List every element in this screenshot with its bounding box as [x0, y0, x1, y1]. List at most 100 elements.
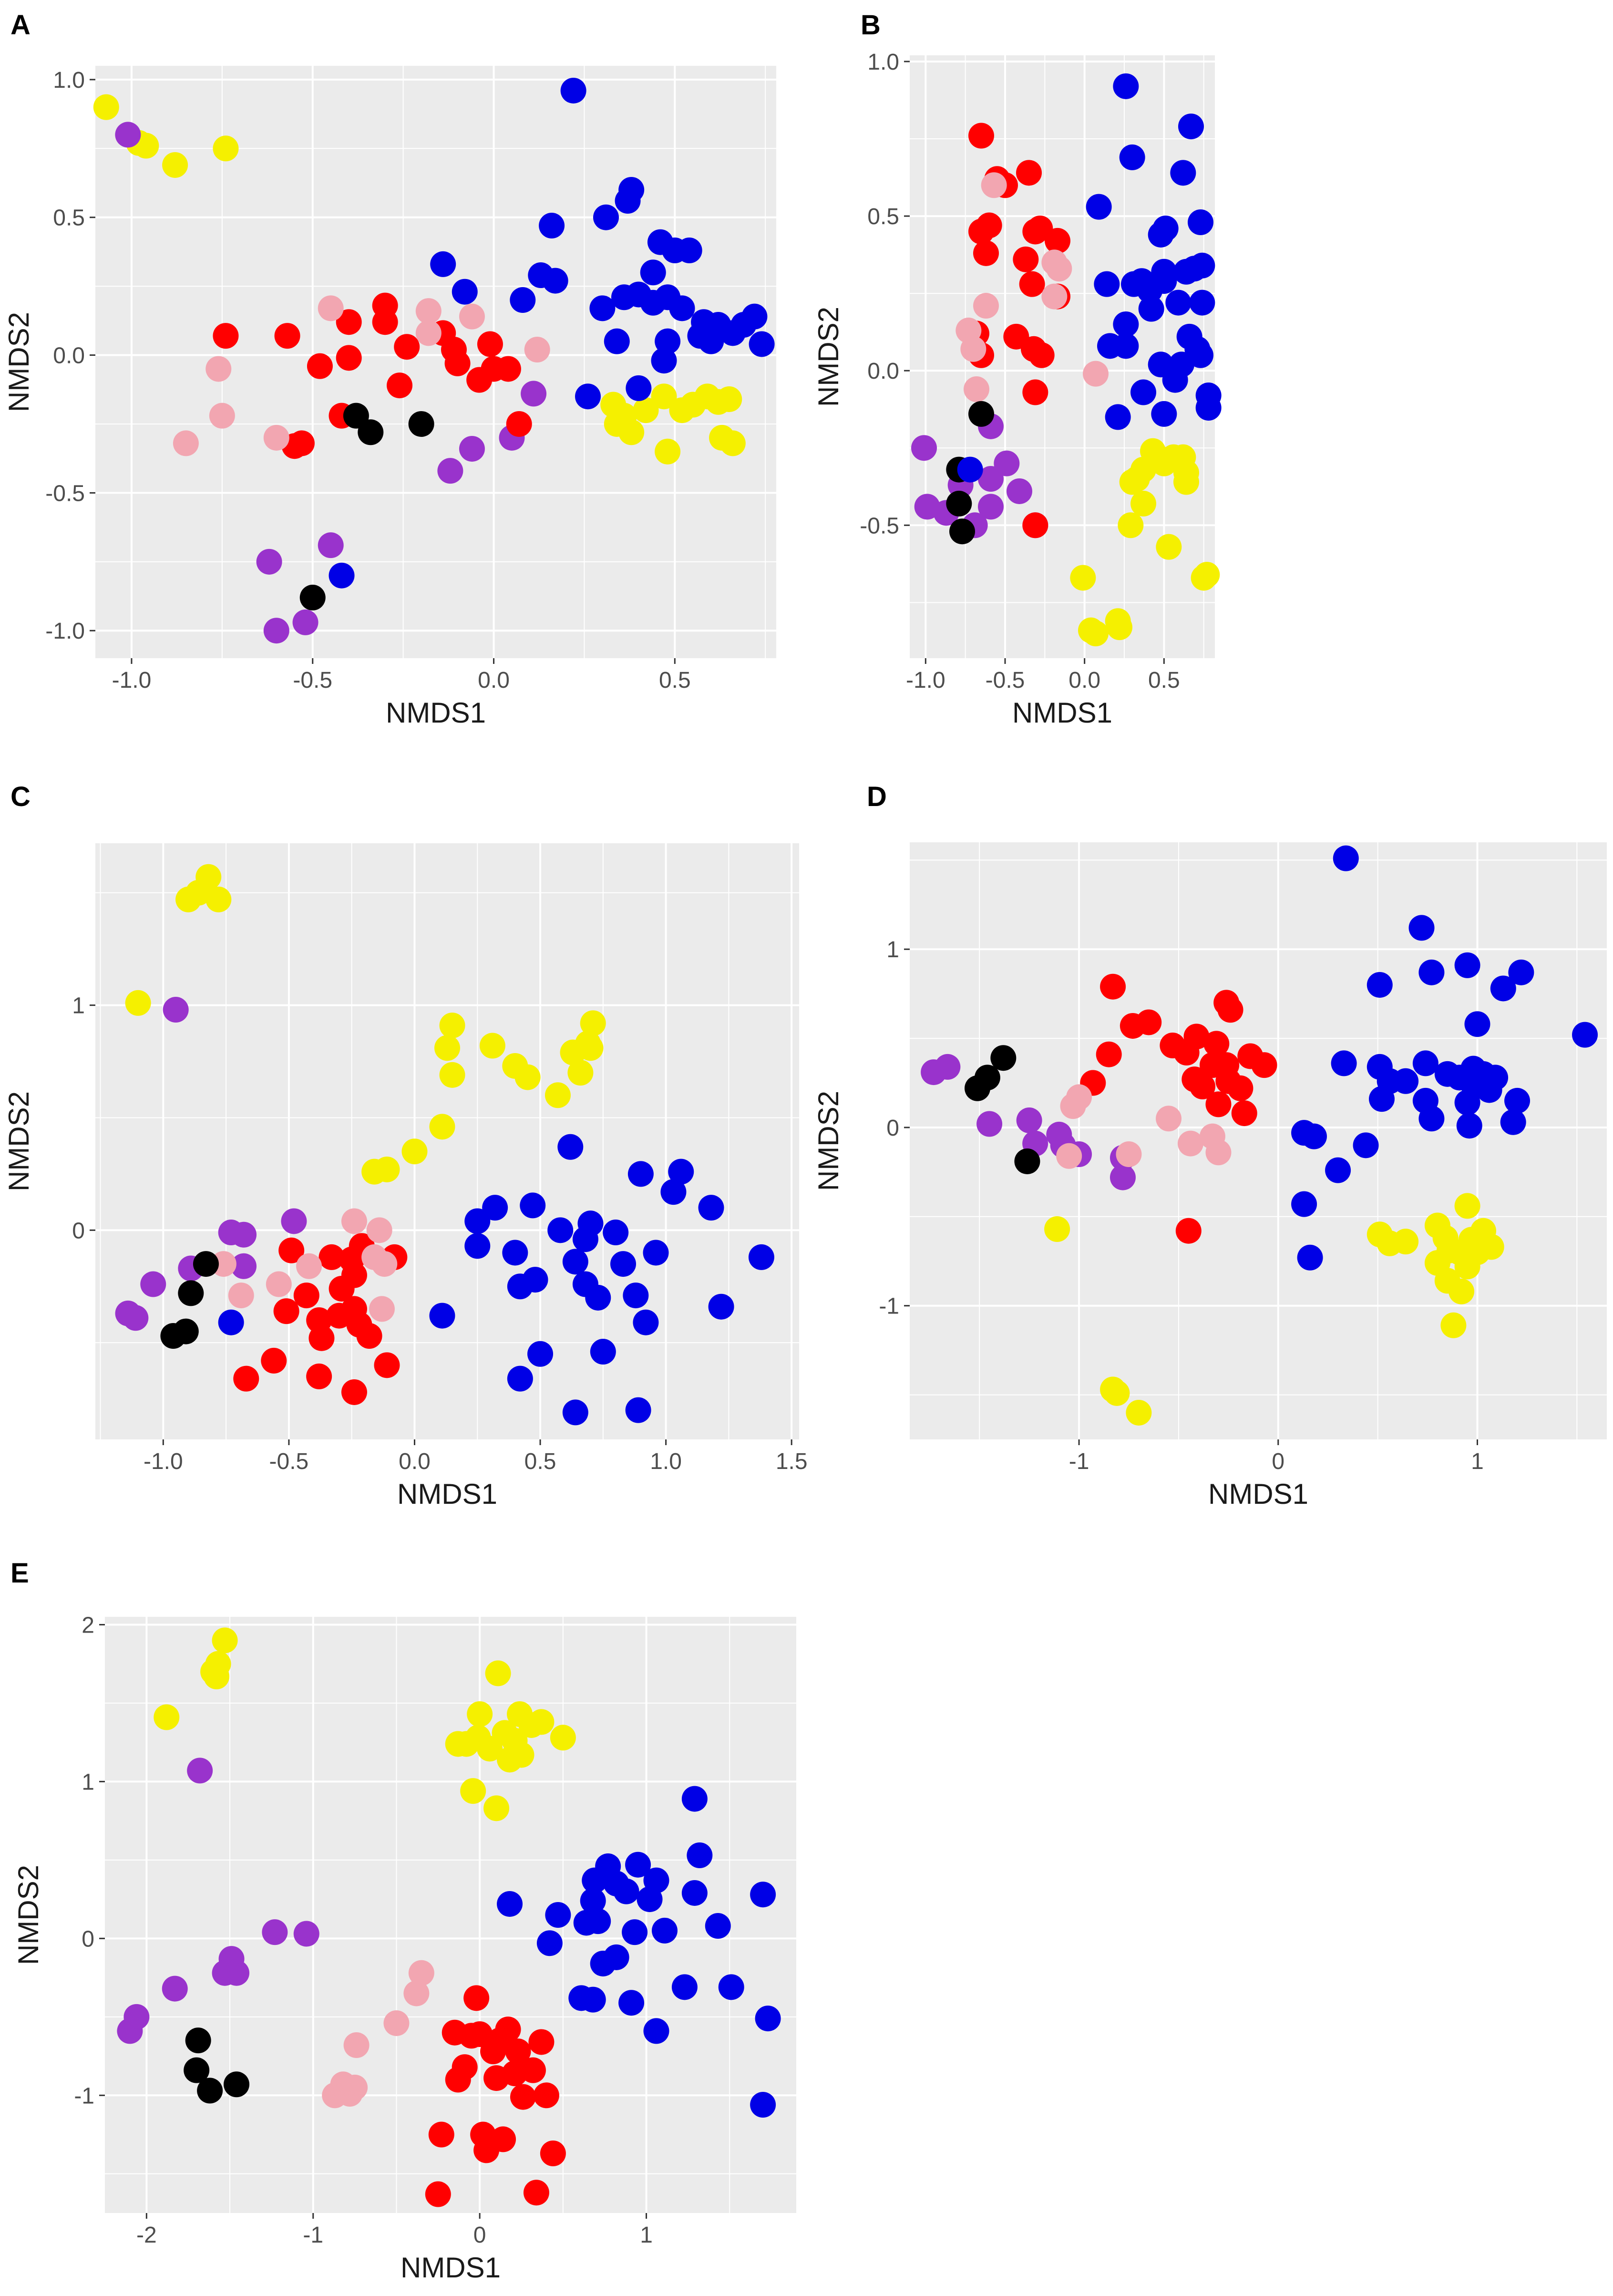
point-blue — [610, 1251, 636, 1277]
point-pink — [1041, 283, 1068, 310]
point-blue — [1138, 296, 1164, 322]
x-tick-label: 0.0 — [399, 1449, 431, 1474]
point-purple — [935, 1054, 961, 1080]
point-pink — [1083, 361, 1109, 387]
point-purple — [1110, 1164, 1136, 1190]
point-purple — [318, 532, 344, 558]
point-blue — [482, 1195, 508, 1221]
point-blue — [1189, 290, 1215, 316]
point-blue — [603, 1220, 629, 1246]
point-black — [178, 1280, 204, 1306]
point-yellow — [1126, 1399, 1152, 1426]
point-blue — [1454, 952, 1480, 978]
point-blue — [640, 259, 666, 286]
point-blue — [622, 1919, 648, 1945]
point-blue — [1412, 1050, 1438, 1076]
point-red — [273, 1298, 299, 1324]
point-red — [1227, 1075, 1253, 1101]
point-yellow — [460, 1778, 486, 1804]
x-tick-label: 1 — [1471, 1449, 1484, 1474]
point-red — [233, 1365, 259, 1392]
point-purple — [521, 381, 547, 407]
panel-d: -1 0 1 -1 0 1 NMDS1 NMDS2 D — [812, 781, 1607, 1510]
point-blue — [1086, 194, 1112, 220]
point-red — [261, 1347, 287, 1374]
point-pink — [1205, 1139, 1232, 1166]
y-tick-label: 1 — [82, 1769, 94, 1795]
point-pink — [366, 1217, 392, 1243]
point-blue — [575, 383, 601, 410]
point-blue — [593, 204, 619, 230]
point-pink — [342, 2074, 368, 2100]
point-purple — [1007, 478, 1032, 504]
point-yellow — [528, 1709, 555, 1735]
point-blue — [643, 2018, 669, 2044]
point-blue — [507, 1365, 533, 1392]
point-blue — [708, 1293, 734, 1320]
point-red — [463, 1985, 490, 2011]
y-tick-label: 2 — [82, 1613, 94, 1638]
point-blue — [741, 303, 768, 330]
point-blue — [542, 268, 568, 294]
point-pink — [369, 1296, 395, 1322]
x-tick-label: 1 — [640, 2223, 653, 2248]
point-red — [495, 2017, 521, 2043]
series-purple — [115, 122, 547, 644]
point-yellow — [429, 1114, 455, 1140]
point-pink — [228, 1282, 254, 1309]
point-blue — [1331, 1050, 1357, 1076]
point-blue — [539, 213, 565, 239]
point-pink — [1066, 1084, 1092, 1110]
point-yellow — [439, 1062, 465, 1088]
y-tick-label: 0.5 — [867, 204, 899, 229]
point-blue — [562, 1249, 588, 1275]
point-blue — [1151, 259, 1177, 285]
series-red — [425, 1985, 566, 2207]
point-blue — [560, 77, 586, 103]
point-red — [307, 353, 333, 379]
point-blue — [580, 1888, 606, 1914]
point-red — [1019, 271, 1045, 297]
point-blue — [681, 1880, 708, 1906]
point-yellow — [205, 1651, 231, 1677]
point-red — [1100, 973, 1126, 1000]
point-red — [1217, 997, 1243, 1023]
point-purple — [459, 435, 485, 462]
x-tick-label: -1.0 — [112, 668, 152, 693]
point-pink — [459, 303, 485, 330]
point-black — [408, 411, 434, 437]
series-blue — [957, 73, 1222, 483]
point-red — [506, 411, 532, 437]
point-blue — [520, 1192, 546, 1219]
point-blue — [522, 1267, 548, 1293]
point-pink — [173, 430, 199, 456]
point-purple — [978, 466, 1004, 492]
point-black — [197, 2078, 223, 2104]
series-black — [946, 401, 994, 545]
point-blue — [618, 1990, 645, 2016]
point-blue — [604, 328, 630, 354]
point-red — [1045, 228, 1070, 254]
series-yellow — [93, 94, 746, 465]
point-red — [336, 309, 362, 335]
point-yellow — [162, 152, 188, 178]
point-blue — [1165, 290, 1192, 316]
point-blue — [547, 1217, 574, 1243]
point-blue — [497, 1891, 523, 1917]
point-yellow — [1449, 1278, 1475, 1304]
point-pink — [524, 337, 550, 363]
y-tick-label: 0 — [72, 1218, 85, 1243]
point-red — [495, 356, 521, 382]
point-blue — [545, 1902, 571, 1928]
y-tick-label: -0.5 — [45, 481, 85, 506]
x-tick-label: -0.5 — [293, 668, 332, 693]
x-tick-label: -0.5 — [269, 1449, 309, 1474]
x-tick-label: -1 — [1069, 1449, 1089, 1474]
y-tick-label: -1.0 — [45, 619, 85, 644]
point-red — [1136, 1009, 1162, 1035]
point-blue — [585, 1908, 611, 1934]
point-pink — [403, 1980, 430, 2006]
point-red — [341, 1379, 367, 1405]
y-tick-label: 0.0 — [867, 359, 899, 384]
series-pink — [322, 1960, 434, 2109]
